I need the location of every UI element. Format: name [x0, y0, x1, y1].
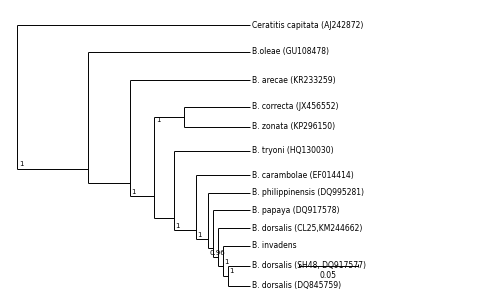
- Text: 1: 1: [18, 161, 23, 168]
- Text: 1: 1: [224, 258, 228, 264]
- Text: 1: 1: [156, 117, 160, 123]
- Text: B. correcta (JX456552): B. correcta (JX456552): [252, 102, 339, 111]
- Text: B. invadens: B. invadens: [252, 241, 297, 250]
- Text: 0.05: 0.05: [320, 271, 337, 280]
- Text: B. tryoni (HQ130030): B. tryoni (HQ130030): [252, 147, 334, 155]
- Text: B.oleae (GU108478): B.oleae (GU108478): [252, 47, 330, 56]
- Text: 1: 1: [132, 189, 136, 195]
- Text: 1: 1: [198, 232, 202, 238]
- Text: B. carambolae (EF014414): B. carambolae (EF014414): [252, 171, 354, 180]
- Text: B. dorsalis (DQ845759): B. dorsalis (DQ845759): [252, 281, 342, 290]
- Text: B. dorsalis (CL25,KM244662): B. dorsalis (CL25,KM244662): [252, 224, 363, 233]
- Text: 0.96: 0.96: [210, 250, 225, 256]
- Text: B. arecae (KR233259): B. arecae (KR233259): [252, 76, 336, 85]
- Text: B. philippinensis (DQ995281): B. philippinensis (DQ995281): [252, 188, 364, 197]
- Text: 1: 1: [176, 223, 180, 229]
- Text: B. dorsalis (SH48, DQ917577): B. dorsalis (SH48, DQ917577): [252, 261, 366, 270]
- Text: B. zonata (KP296150): B. zonata (KP296150): [252, 122, 336, 131]
- Text: Ceratitis capitata (AJ242872): Ceratitis capitata (AJ242872): [252, 21, 364, 29]
- Text: B. papaya (DQ917578): B. papaya (DQ917578): [252, 206, 340, 215]
- Text: 1: 1: [229, 268, 234, 275]
